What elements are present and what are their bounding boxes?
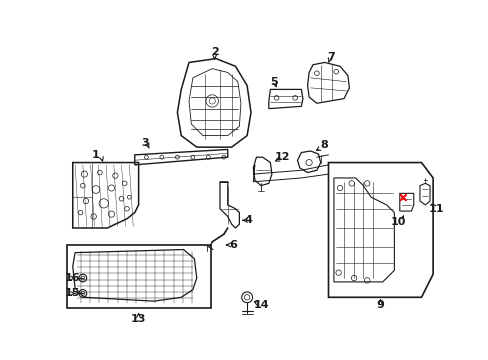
Text: 16: 16 [65,273,81,283]
Text: 15: 15 [65,288,80,298]
Text: 1: 1 [92,150,100,160]
Text: 12: 12 [274,152,289,162]
Text: 10: 10 [390,217,405,227]
Text: 13: 13 [131,314,146,324]
Text: 8: 8 [320,140,328,150]
Text: 7: 7 [326,52,334,62]
Text: 11: 11 [427,204,443,214]
Bar [67,245,210,308]
Text: 4: 4 [244,215,252,225]
Text: 6: 6 [229,240,237,250]
Text: 5: 5 [270,77,278,87]
Text: 9: 9 [376,300,384,310]
Text: 2: 2 [210,48,218,58]
Text: 3: 3 [141,138,148,148]
Text: 14: 14 [253,300,268,310]
